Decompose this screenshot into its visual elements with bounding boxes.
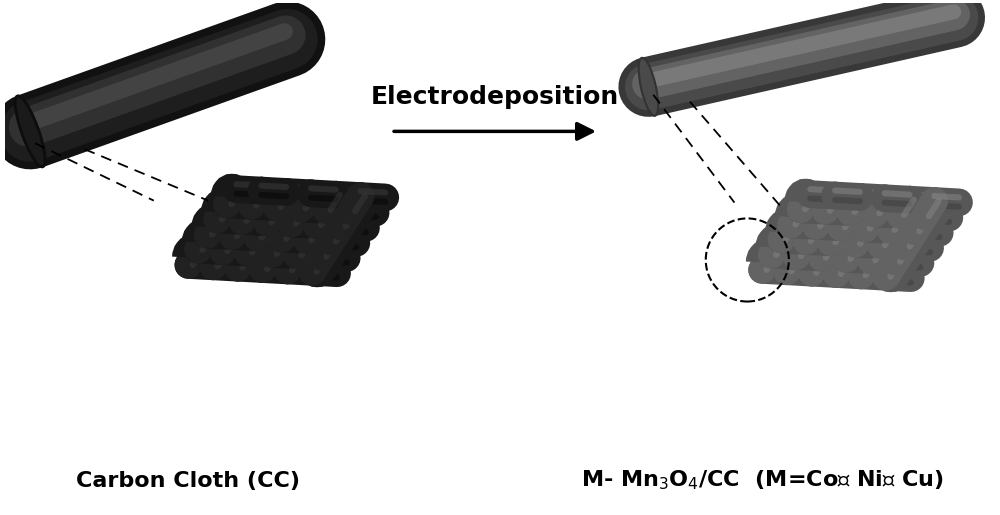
Text: Electrodeposition: Electrodeposition (371, 84, 619, 109)
Text: M- Mn$_3$O$_4$/CC  (M=Co、 Ni、 Cu): M- Mn$_3$O$_4$/CC (M=Co、 Ni、 Cu) (581, 469, 943, 492)
Ellipse shape (15, 96, 45, 167)
Text: Carbon Cloth (CC): Carbon Cloth (CC) (76, 471, 300, 491)
Ellipse shape (639, 58, 658, 116)
